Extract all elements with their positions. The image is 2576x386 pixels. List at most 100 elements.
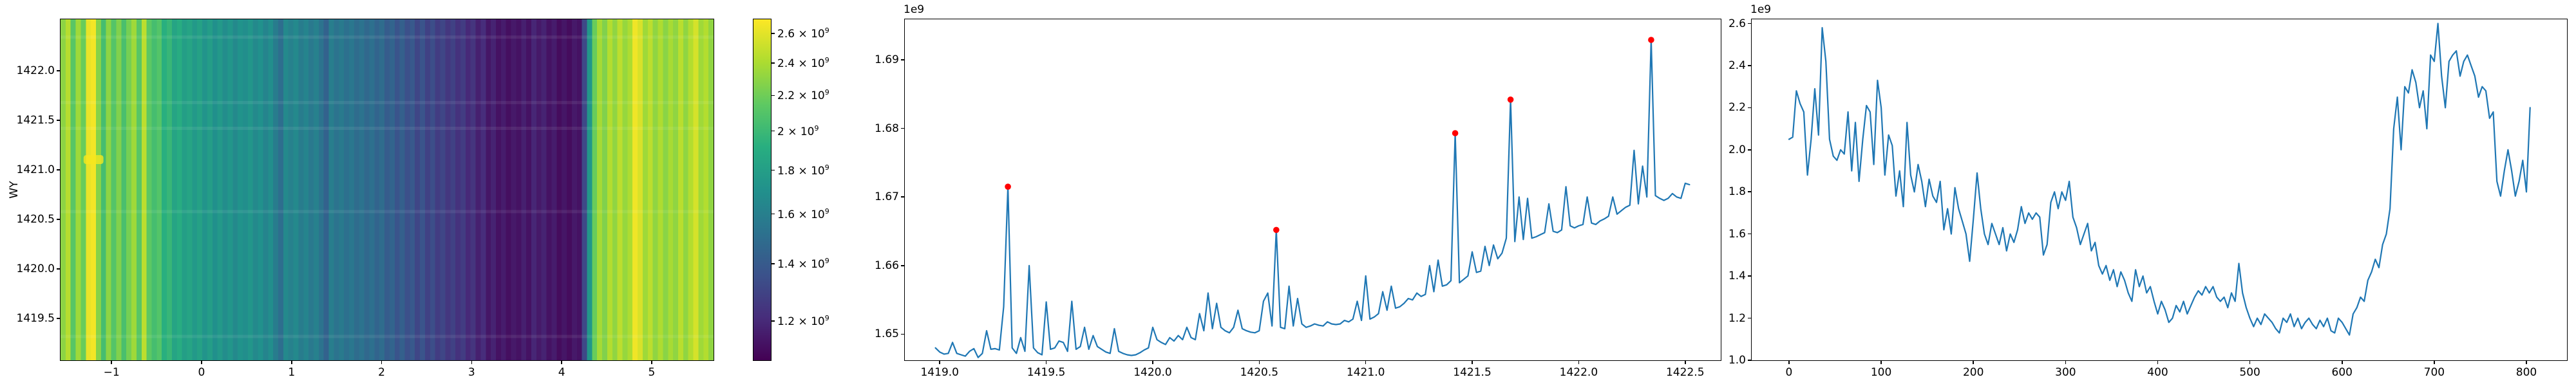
heatmap-x-tick [381, 361, 383, 364]
heatmap-column [80, 19, 86, 360]
timeseries-x-tick [2434, 361, 2435, 364]
heatmap-column [465, 19, 471, 360]
heatmap-column [521, 19, 527, 360]
heatmap-column [496, 19, 502, 360]
heatmap-column [303, 19, 309, 360]
heatmap-column [576, 19, 583, 360]
heatmap-column [612, 19, 618, 360]
heatmap-column [288, 19, 294, 360]
heatmap-column [162, 19, 167, 360]
heatmap-y-tick-label: 1420.5 [16, 213, 55, 226]
heatmap-column [526, 19, 532, 360]
heatmap-x-tick [111, 361, 112, 364]
heatmap-column [273, 19, 279, 360]
heatmap-column [673, 19, 679, 360]
heatmap-column [592, 19, 598, 360]
timeseries-x-tick-label: 600 [2331, 366, 2353, 379]
heatmap-column [156, 19, 162, 360]
spectrum-line [934, 39, 1690, 358]
heatmap-column [374, 19, 380, 360]
heatmap-column [268, 19, 274, 360]
heatmap-column [607, 19, 613, 360]
colorbar-tick-label: 2 × 109 [777, 124, 819, 138]
timeseries-y-tick [1748, 191, 1751, 193]
heatmap-column [359, 19, 365, 360]
heatmap-column [126, 19, 132, 360]
heatmap-column [65, 19, 71, 360]
heatmap-column [399, 19, 406, 360]
spectrum-y-tick [901, 127, 904, 129]
heatmap-column [708, 19, 714, 360]
heatmap-column [582, 19, 588, 360]
heatmap-column [298, 19, 304, 360]
timeseries-y-tick-label: 2.0 [1728, 143, 1746, 156]
heatmap-y-tick-label: 1422.0 [16, 64, 55, 78]
heatmap-column [632, 19, 638, 360]
spectrum-x-tick-label: 1419.0 [920, 366, 959, 379]
spectrum-x-tick [1045, 361, 1047, 364]
heatmap-column [207, 19, 213, 360]
heatmap-x-tick-label: 3 [468, 366, 475, 379]
heatmap-column [141, 19, 147, 360]
heatmap-column [531, 19, 537, 360]
heatmap-column [491, 19, 497, 360]
colorbar-tick [772, 95, 775, 96]
heatmap-bright-row [61, 127, 714, 130]
timeseries-x-tick [2065, 361, 2067, 364]
heatmap-column [647, 19, 654, 360]
heatmap-column [511, 19, 517, 360]
heatmap-column [379, 19, 385, 360]
heatmap-bright-row [61, 335, 714, 338]
heatmap-y-tick [57, 169, 60, 170]
heatmap-column [435, 19, 441, 360]
timeseries-x-tick-label: 100 [1870, 366, 1892, 379]
heatmap-column [146, 19, 153, 360]
colorbar-tick [772, 263, 775, 264]
heatmap-column [506, 19, 512, 360]
heatmap-column [212, 19, 218, 360]
heatmap-column [70, 19, 77, 360]
heatmap-column [283, 19, 289, 360]
timeseries-x-tick [1880, 361, 1882, 364]
heatmap-column [541, 19, 547, 360]
heatmap-column [151, 19, 157, 360]
heatmap-column [318, 19, 325, 360]
heatmap-column [111, 19, 117, 360]
timeseries-x-tick [1973, 361, 1975, 364]
heatmap-y-tick [57, 318, 60, 320]
heatmap-y-tick [57, 70, 60, 71]
timeseries-x-tick-label: 500 [2239, 366, 2260, 379]
timeseries-x-tick [2341, 361, 2343, 364]
heatmap-ylabel: WY [8, 181, 21, 199]
heatmap-column [339, 19, 345, 360]
heatmap-column [556, 19, 562, 360]
heatmap-bright-row [61, 210, 714, 214]
heatmap-x-tick-label: 0 [198, 366, 205, 379]
heatmap-column [323, 19, 330, 360]
heatmap-column [668, 19, 674, 360]
colorbar-tick-label: 1.6 × 109 [777, 207, 829, 221]
heatmap-column [258, 19, 264, 360]
heatmap-column [693, 19, 699, 360]
colorbar-tick-label: 1.2 × 109 [777, 314, 829, 328]
heatmap-column [688, 19, 694, 360]
heatmap-column [232, 19, 238, 360]
heatmap-column [278, 19, 284, 360]
heatmap-column [551, 19, 557, 360]
spectrum-y-tick-label: 1.65 [875, 327, 899, 341]
timeseries-y-tick [1748, 23, 1751, 24]
heatmap-column [415, 19, 421, 360]
heatmap-column [567, 19, 573, 360]
heatmap-column [475, 19, 482, 360]
timeseries-x-tick [1788, 361, 1790, 364]
peak-marker [1452, 130, 1459, 136]
colorbar-tick-label: 2.6 × 109 [777, 26, 829, 41]
heatmap-column [91, 19, 97, 360]
heatmap-column [61, 19, 66, 360]
heatmap-column [627, 19, 633, 360]
timeseries-x-tick-label: 700 [2423, 366, 2445, 379]
heatmap-x-tick [290, 361, 292, 364]
heatmap-x-tick [201, 361, 202, 364]
heatmap-column [500, 19, 507, 360]
